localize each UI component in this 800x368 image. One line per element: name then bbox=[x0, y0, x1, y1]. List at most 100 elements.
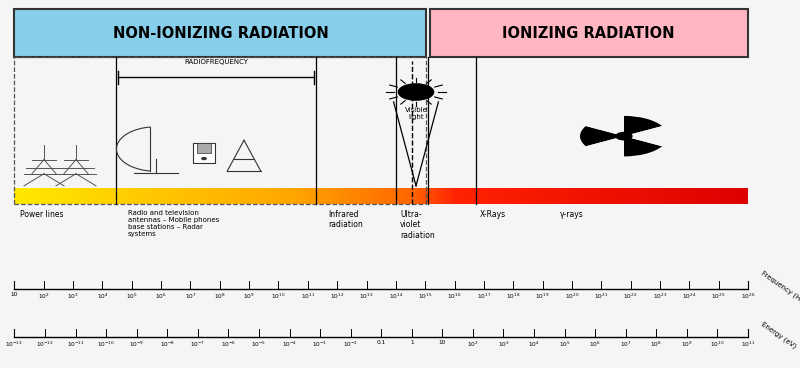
Bar bbox=[742, 188, 744, 204]
Bar bbox=[286, 188, 288, 204]
Bar bbox=[398, 188, 400, 204]
Bar bbox=[564, 188, 566, 204]
Bar bbox=[48, 188, 50, 204]
Bar bbox=[662, 188, 663, 204]
Bar bbox=[195, 188, 197, 204]
Bar bbox=[594, 188, 595, 204]
Bar bbox=[155, 188, 158, 204]
Bar bbox=[706, 188, 707, 204]
Bar bbox=[439, 188, 441, 204]
Bar bbox=[200, 188, 202, 204]
Bar bbox=[392, 188, 394, 204]
Bar bbox=[536, 188, 538, 204]
Bar bbox=[597, 188, 598, 204]
Text: 10$^{9}$: 10$^{9}$ bbox=[243, 292, 255, 301]
Bar bbox=[462, 188, 465, 204]
Bar bbox=[314, 188, 316, 204]
Wedge shape bbox=[586, 136, 624, 156]
Bar bbox=[553, 188, 554, 204]
Bar bbox=[372, 188, 374, 204]
Bar bbox=[386, 188, 388, 204]
Bar bbox=[716, 188, 718, 204]
Bar bbox=[16, 188, 18, 204]
Bar bbox=[414, 188, 416, 204]
Bar bbox=[190, 188, 191, 204]
Bar bbox=[657, 188, 658, 204]
Bar bbox=[378, 188, 379, 204]
Bar bbox=[142, 188, 144, 204]
Bar bbox=[497, 188, 498, 204]
Bar bbox=[151, 188, 153, 204]
Bar bbox=[495, 188, 497, 204]
Bar bbox=[346, 188, 349, 204]
Bar bbox=[334, 188, 335, 204]
Bar bbox=[527, 188, 530, 204]
Bar bbox=[601, 188, 603, 204]
Bar bbox=[70, 188, 72, 204]
Wedge shape bbox=[624, 136, 662, 156]
Text: 10$^{26}$: 10$^{26}$ bbox=[741, 292, 755, 301]
Text: 10$^{11}$: 10$^{11}$ bbox=[741, 340, 755, 349]
Bar bbox=[445, 188, 447, 204]
Bar bbox=[146, 188, 149, 204]
Bar bbox=[235, 188, 237, 204]
Text: 10$^{-9}$: 10$^{-9}$ bbox=[129, 340, 144, 349]
Bar bbox=[97, 188, 98, 204]
Bar bbox=[546, 188, 549, 204]
Bar bbox=[197, 143, 211, 153]
Bar bbox=[430, 188, 432, 204]
Bar bbox=[457, 188, 458, 204]
Bar bbox=[448, 188, 450, 204]
Bar bbox=[604, 188, 606, 204]
Bar bbox=[60, 188, 62, 204]
Bar bbox=[327, 188, 330, 204]
Bar bbox=[28, 188, 30, 204]
Bar bbox=[629, 188, 630, 204]
Bar bbox=[734, 188, 735, 204]
Bar bbox=[379, 188, 381, 204]
Bar bbox=[181, 188, 182, 204]
Bar bbox=[478, 188, 479, 204]
Bar bbox=[313, 188, 314, 204]
Bar bbox=[255, 188, 258, 204]
Text: 10$^{25}$: 10$^{25}$ bbox=[711, 292, 726, 301]
Text: 10$^{-12}$: 10$^{-12}$ bbox=[36, 340, 54, 349]
Bar bbox=[660, 188, 662, 204]
Bar bbox=[486, 188, 488, 204]
Bar bbox=[216, 188, 218, 204]
Bar bbox=[135, 188, 137, 204]
Bar bbox=[51, 188, 53, 204]
Bar bbox=[267, 188, 269, 204]
Bar bbox=[307, 188, 309, 204]
Bar bbox=[154, 188, 156, 204]
Bar bbox=[746, 188, 749, 204]
Bar bbox=[571, 188, 574, 204]
Bar bbox=[541, 188, 542, 204]
Bar bbox=[19, 188, 21, 204]
Bar bbox=[46, 188, 49, 204]
Text: 10: 10 bbox=[10, 292, 18, 297]
Bar bbox=[682, 188, 684, 204]
Bar bbox=[230, 188, 232, 204]
Bar bbox=[490, 188, 491, 204]
Bar bbox=[570, 188, 572, 204]
Bar bbox=[702, 188, 704, 204]
Bar bbox=[120, 188, 122, 204]
Bar bbox=[602, 188, 604, 204]
Bar bbox=[276, 188, 278, 204]
Bar bbox=[470, 188, 472, 204]
Bar bbox=[544, 188, 546, 204]
Bar bbox=[397, 188, 398, 204]
Bar bbox=[595, 188, 597, 204]
Wedge shape bbox=[624, 116, 662, 136]
Bar bbox=[518, 188, 521, 204]
Bar bbox=[422, 188, 423, 204]
Bar bbox=[678, 188, 679, 204]
Bar bbox=[220, 188, 222, 204]
Bar bbox=[382, 188, 384, 204]
Bar bbox=[666, 188, 667, 204]
Bar bbox=[350, 188, 351, 204]
Bar bbox=[586, 188, 588, 204]
Bar bbox=[309, 188, 310, 204]
Text: 10$^{11}$: 10$^{11}$ bbox=[301, 292, 315, 301]
